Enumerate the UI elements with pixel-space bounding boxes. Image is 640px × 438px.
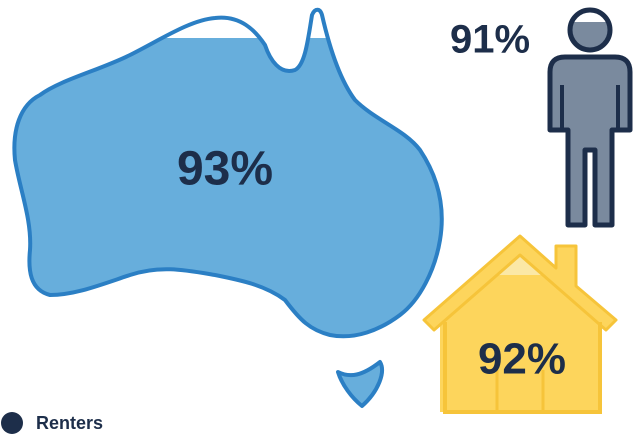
legend-label: Renters	[36, 413, 103, 433]
person-value: 91%	[450, 18, 530, 62]
house-icon	[422, 234, 618, 414]
legend-swatch	[1, 412, 23, 434]
house-value: 92%	[478, 335, 566, 384]
map-value: 93%	[177, 143, 273, 196]
person-icon	[547, 7, 633, 228]
